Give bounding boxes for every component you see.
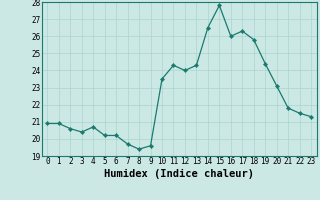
X-axis label: Humidex (Indice chaleur): Humidex (Indice chaleur): [104, 169, 254, 179]
